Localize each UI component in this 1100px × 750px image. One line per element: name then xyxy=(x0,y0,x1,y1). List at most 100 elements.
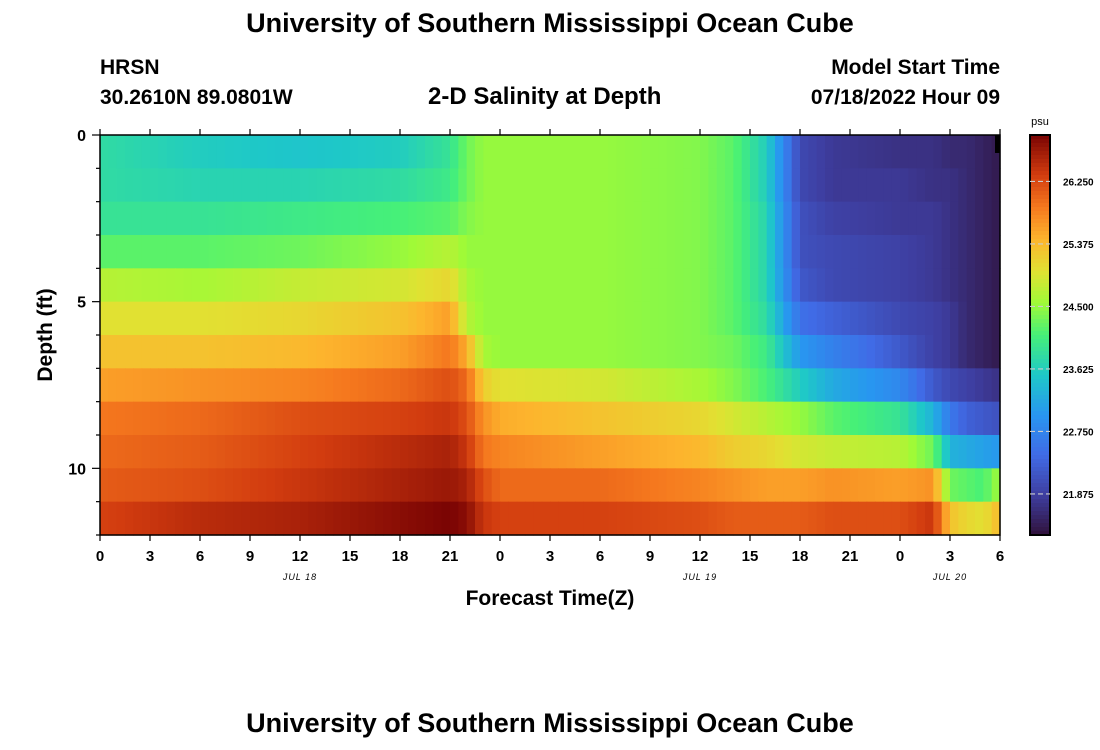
colorbar-segment xyxy=(1030,323,1050,328)
heatmap-cell xyxy=(558,201,568,236)
heatmap-cell xyxy=(816,368,826,403)
heatmap-cell xyxy=(608,301,618,336)
heatmap-cell xyxy=(541,401,551,436)
heatmap-cell xyxy=(358,435,368,469)
heatmap-cell xyxy=(325,201,334,236)
heatmap-cell xyxy=(441,468,451,503)
colorbar-segment xyxy=(1030,371,1050,376)
colorbar-segment xyxy=(1030,411,1050,416)
heatmap-cell xyxy=(533,168,543,203)
heatmap-cell xyxy=(350,335,359,369)
heatmap-cell xyxy=(666,468,676,503)
heatmap-cell xyxy=(150,235,159,269)
heatmap-cell xyxy=(675,201,684,236)
heatmap-cell xyxy=(991,401,1001,436)
heatmap-cell xyxy=(400,268,409,303)
heatmap-cell xyxy=(100,468,109,503)
heatmap-cell xyxy=(250,135,259,169)
heatmap-cell xyxy=(525,201,534,236)
heatmap-cell xyxy=(516,468,526,503)
x-tick-label: 9 xyxy=(646,548,654,565)
heatmap-cell xyxy=(891,401,901,436)
heatmap-cell xyxy=(550,435,559,469)
heatmap-cell xyxy=(408,201,418,236)
heatmap-cell xyxy=(891,435,901,469)
heatmap-cell xyxy=(400,501,409,536)
heatmap-cell xyxy=(175,301,184,336)
heatmap-cell xyxy=(691,201,701,236)
heatmap-cell xyxy=(391,268,401,303)
colorbar-segment xyxy=(1030,511,1050,516)
heatmap-cell xyxy=(208,301,218,336)
heatmap-cell xyxy=(516,435,526,469)
heatmap-cell xyxy=(858,501,868,536)
x-tick-label: 0 xyxy=(96,548,104,565)
heatmap-cell xyxy=(583,435,593,469)
heatmap-cell xyxy=(691,168,701,203)
heatmap-cell xyxy=(325,301,334,336)
heatmap-cell xyxy=(683,468,693,503)
colorbar-segment xyxy=(1030,319,1050,324)
heatmap-cell xyxy=(525,401,534,436)
heatmap-cell xyxy=(191,368,201,403)
heatmap-cell xyxy=(216,401,226,436)
heatmap-cell xyxy=(766,501,776,536)
heatmap-cell xyxy=(716,501,726,536)
heatmap-cell xyxy=(466,501,476,536)
heatmap-cell xyxy=(608,468,618,503)
model-start-label: Model Start Time xyxy=(831,56,1000,79)
heatmap-cell xyxy=(991,201,1001,236)
heatmap-cell xyxy=(341,135,351,169)
colorbar-tick-label: 21.875 xyxy=(1063,490,1094,501)
heatmap-cell xyxy=(483,301,493,336)
heatmap-cell xyxy=(808,301,818,336)
heatmap-cell xyxy=(566,268,576,303)
heatmap-cell xyxy=(875,368,884,403)
heatmap-cell xyxy=(158,335,168,369)
heatmap-cell xyxy=(583,268,593,303)
heatmap-cell xyxy=(525,435,534,469)
heatmap-cell xyxy=(458,235,468,269)
heatmap-cell xyxy=(783,201,793,236)
heatmap-cell xyxy=(741,401,751,436)
heatmap-cell xyxy=(500,435,509,469)
heatmap-cell xyxy=(716,435,726,469)
heatmap-cell xyxy=(316,135,326,169)
heatmap-cell xyxy=(966,235,976,269)
heatmap-cell xyxy=(516,501,526,536)
heatmap-cell xyxy=(500,168,509,203)
heatmap-cell xyxy=(116,435,126,469)
heatmap-cell xyxy=(741,435,751,469)
heatmap-cell xyxy=(900,235,909,269)
heatmap-cell xyxy=(250,468,259,503)
heatmap-cell xyxy=(216,268,226,303)
heatmap-cell xyxy=(158,235,168,269)
heatmap-cell xyxy=(216,468,226,503)
salinity-chart: 0 3 6 9 12 15 18 21 0 3 6 9 12 15 18 21 0 3 6 JUL 18 JUL 19 J… xyxy=(34,116,1094,610)
heatmap-cell xyxy=(558,368,568,403)
heatmap-cell xyxy=(250,268,259,303)
heatmap-cell xyxy=(150,201,159,236)
heatmap-cell xyxy=(350,135,359,169)
colorbar-segment xyxy=(1030,399,1050,404)
heatmap-cell xyxy=(500,401,509,436)
heatmap-cell xyxy=(633,168,643,203)
heatmap-cell xyxy=(258,335,268,369)
heatmap-cell xyxy=(141,501,151,536)
heatmap-cell xyxy=(575,401,584,436)
heatmap-cell xyxy=(433,301,443,336)
x-tick-label: 15 xyxy=(342,548,359,565)
heatmap-cell xyxy=(733,401,743,436)
colorbar-segment xyxy=(1030,459,1050,464)
heatmap-cell xyxy=(908,235,918,269)
heatmap-cell xyxy=(191,268,201,303)
x-tick-label: 12 xyxy=(692,548,709,565)
heatmap-cell xyxy=(741,501,751,536)
heatmap-cell xyxy=(925,201,934,236)
heatmap-cell xyxy=(283,468,293,503)
heatmap-cell xyxy=(633,368,643,403)
heatmap-cell xyxy=(341,235,351,269)
heatmap-cell xyxy=(125,401,134,436)
heatmap-cell xyxy=(625,335,634,369)
heatmap-cell xyxy=(908,201,918,236)
